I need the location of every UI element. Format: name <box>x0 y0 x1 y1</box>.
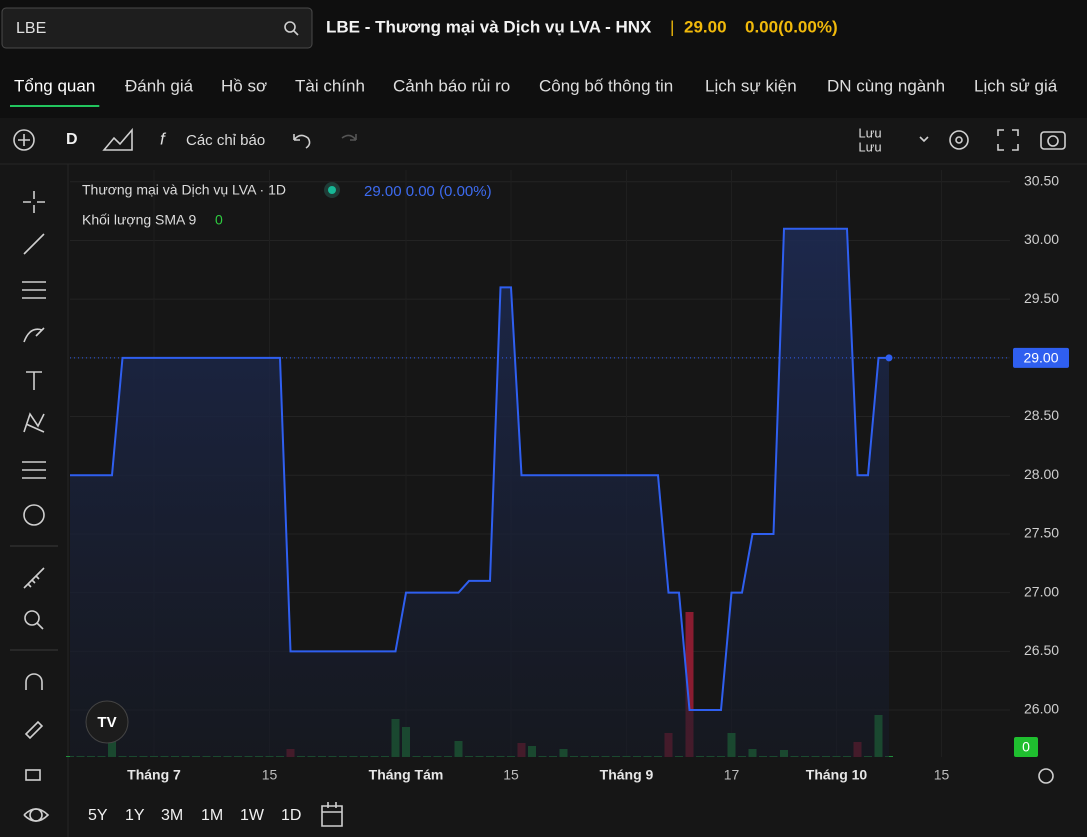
save-sub[interactable]: Lưu <box>858 139 881 154</box>
range-button[interactable]: 1D <box>281 807 301 824</box>
y-tick-label: 29.50 <box>1024 290 1059 306</box>
tab[interactable]: Cảnh báo rủi ro <box>393 76 510 95</box>
x-tick-label: 17 <box>724 767 740 783</box>
ruler-tool[interactable] <box>23 567 45 589</box>
lock-drawing-tool[interactable] <box>24 720 44 740</box>
header-price: 29.00 <box>684 17 727 36</box>
search-value[interactable]: LBE <box>16 20 46 37</box>
range-button[interactable]: 1Y <box>125 807 145 824</box>
tv-logo-text: TV <box>97 714 116 731</box>
legend-dot <box>328 186 336 194</box>
search-icon-handle <box>293 30 299 36</box>
camera-lens <box>1047 135 1059 147</box>
add-icon-plus <box>18 134 30 146</box>
volume-badge: 0 <box>1022 739 1030 755</box>
legend-volume: Khối lượng SMA 9 <box>82 212 196 228</box>
trendline-tool[interactable] <box>23 233 45 255</box>
undo-icon[interactable] <box>293 134 311 149</box>
tab[interactable]: Đánh giá <box>125 76 194 95</box>
x-tick-label: Tháng 9 <box>600 767 654 783</box>
tab[interactable]: Tổng quan <box>14 76 95 95</box>
tab[interactable]: Lịch sử giá <box>974 76 1058 95</box>
chart-type-icon[interactable] <box>102 127 133 151</box>
tab[interactable]: DN cùng ngành <box>827 76 945 95</box>
price-badge-bg <box>1013 347 1069 368</box>
fib-tool[interactable] <box>22 281 46 299</box>
settings-icon-core <box>955 136 963 144</box>
range-button[interactable]: 1W <box>240 807 265 824</box>
search-box[interactable] <box>1 7 313 49</box>
price-area <box>70 228 889 757</box>
pattern-tool[interactable] <box>23 412 45 433</box>
range-bar: 5Y 1Y 3M 1M 1W 1D <box>88 807 301 824</box>
tab[interactable]: Hồ sơ <box>221 76 267 95</box>
tab[interactable]: Tài chính <box>295 76 365 95</box>
add-icon[interactable] <box>13 129 35 151</box>
volume-badge-bg <box>1014 737 1038 757</box>
tv-logo[interactable] <box>85 700 129 744</box>
redo-icon <box>341 134 357 141</box>
y-tick-label: 27.50 <box>1024 525 1059 541</box>
range-button[interactable]: 5Y <box>88 807 108 824</box>
x-tick-label: 15 <box>934 767 950 783</box>
save-button[interactable]: Lưu <box>858 125 881 140</box>
emoji-tool[interactable] <box>23 504 45 526</box>
x-tick-label: Tháng 7 <box>127 767 181 783</box>
x-tick-label: 15 <box>503 767 519 783</box>
tab-active-indicator <box>10 105 100 107</box>
text-tool[interactable] <box>26 371 42 390</box>
indicators-button[interactable]: Các chỉ báo <box>186 132 265 149</box>
x-tick-label: Tháng Tám <box>369 767 444 783</box>
zoom-tool[interactable] <box>24 610 40 626</box>
header-separator: | <box>670 17 674 36</box>
search-icon[interactable] <box>284 21 296 33</box>
x-tick-label: Tháng 10 <box>806 767 868 783</box>
axes: 26.00 26.50 27.00 27.50 28.00 28.50 29.00 29.50… <box>127 172 1069 783</box>
header-change: 0.00(0.00%) <box>745 17 838 36</box>
y-tick-label: 28.50 <box>1024 407 1059 423</box>
legend-symbol: Thương mại và Dịch vụ LVA · 1D <box>82 182 286 198</box>
date-range-icon[interactable] <box>321 802 343 827</box>
y-tick-label: 30.00 <box>1024 231 1059 247</box>
fullscreen-icon[interactable] <box>997 129 1019 151</box>
last-price-dot <box>885 354 893 362</box>
brush-tool[interactable] <box>23 327 45 343</box>
price-badge: 29.00 <box>1023 350 1058 366</box>
y-tick-label: 30.50 <box>1024 172 1059 188</box>
fx-icon[interactable]: f <box>160 129 167 148</box>
x-tick-label: 15 <box>262 767 278 783</box>
y-tick-label: 27.00 <box>1024 583 1059 599</box>
save-dropdown[interactable] <box>919 136 929 143</box>
range-button[interactable]: 3M <box>161 807 183 824</box>
zoom-tool-handle <box>36 622 44 630</box>
camera-icon[interactable] <box>1040 131 1066 150</box>
visibility-eye <box>23 808 50 822</box>
magnet-tool[interactable] <box>25 673 43 690</box>
volume-bar <box>685 612 694 757</box>
tab[interactable]: Lịch sự kiện <box>705 76 797 95</box>
axis-settings[interactable] <box>1038 768 1054 784</box>
interval[interactable]: D <box>66 131 78 148</box>
lock-tool[interactable] <box>25 769 41 781</box>
y-tick-label: 26.50 <box>1024 642 1059 658</box>
prediction-tool[interactable] <box>22 461 46 479</box>
range-button[interactable]: 1M <box>201 807 223 824</box>
tab-bar: Tổng quan Đánh giá Hồ sơ Tài chính Cảnh báo … <box>10 76 1058 107</box>
settings-icon[interactable] <box>949 130 969 150</box>
plot <box>66 227 1010 757</box>
crosshair-tool[interactable] <box>23 191 45 213</box>
tab[interactable]: Công bố thông tin <box>539 76 673 95</box>
y-tick-label: 28.00 <box>1024 466 1059 482</box>
header-title: LBE - Thương mại và Dịch vụ LVA - HNX <box>326 17 652 36</box>
y-tick-label: 26.00 <box>1024 701 1059 717</box>
legend-values: 29.00 0.00 (0.00%) <box>364 183 492 200</box>
legend-volume-value: 0 <box>215 212 223 228</box>
